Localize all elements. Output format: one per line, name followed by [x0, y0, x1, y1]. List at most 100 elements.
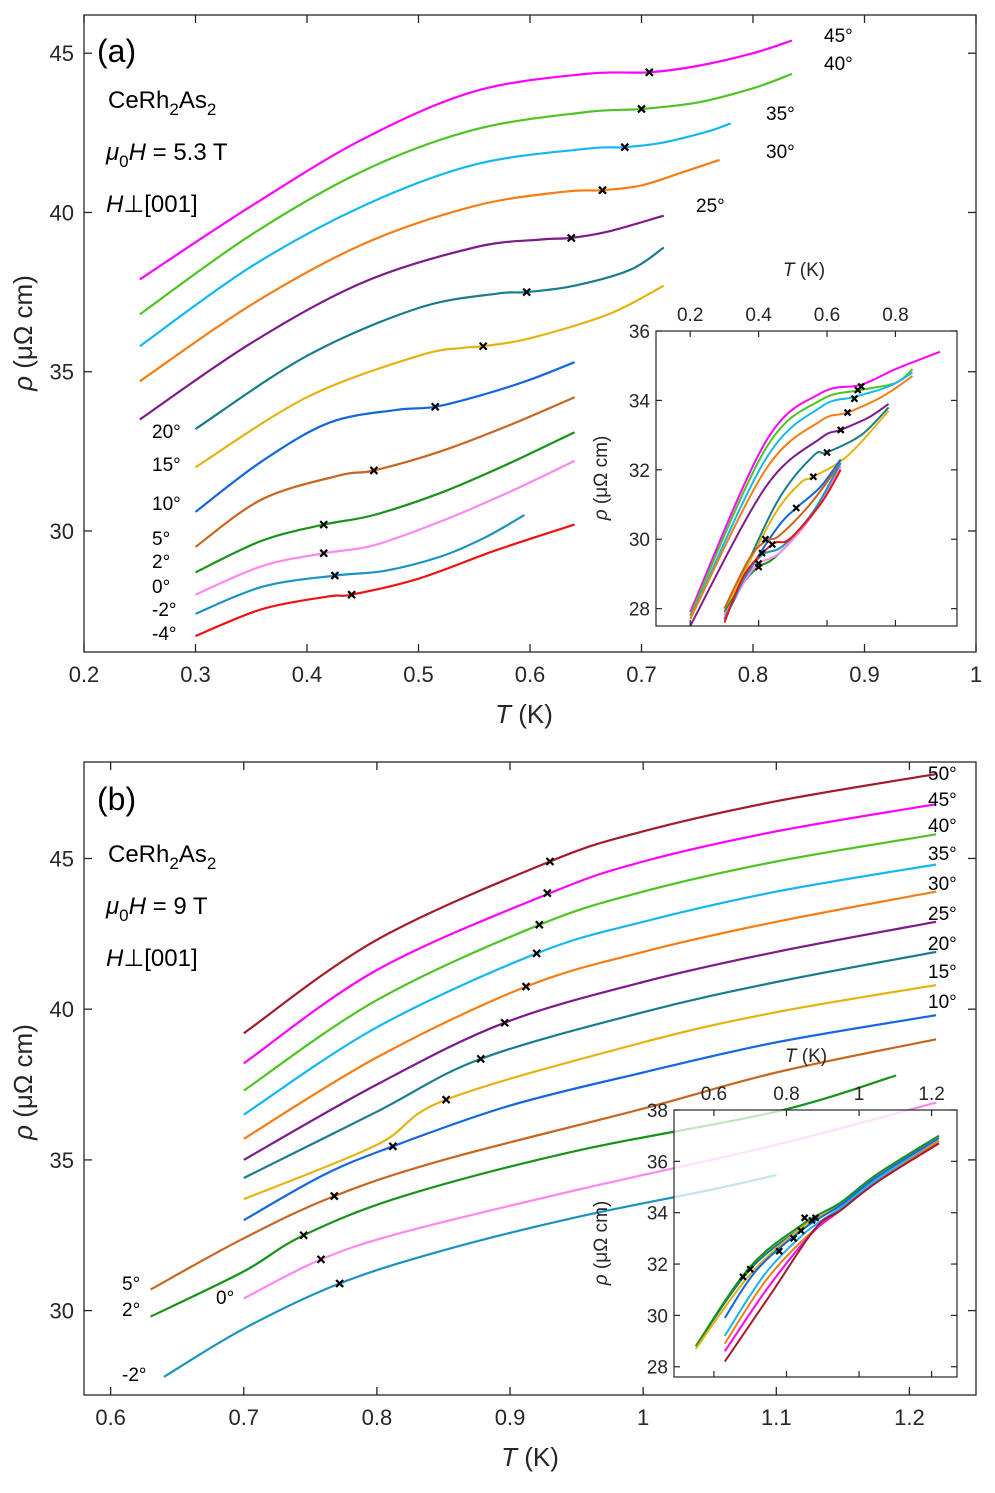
angle-label: 40°	[824, 54, 853, 75]
angle-label: 10°	[152, 494, 181, 515]
series-line	[139, 158, 720, 383]
x-tick-label: 0.9	[495, 1405, 526, 1430]
inset-y-axis-label: ρ (μΩ cm)	[591, 436, 612, 522]
inset-y-tick-label: 28	[629, 600, 650, 621]
x-tick-label: 0.6	[515, 662, 546, 687]
inset-frame	[673, 1109, 958, 1378]
text-span: (μΩ cm)	[8, 1024, 38, 1125]
text-span: CeRh	[108, 841, 169, 868]
x-tick-label: 0.8	[738, 662, 769, 687]
inset-y-tick-label: 34	[629, 391, 651, 412]
inset-series-line	[723, 462, 842, 620]
transition-marker	[299, 1230, 308, 1240]
inset-marker	[811, 1214, 820, 1222]
series-line	[139, 39, 793, 281]
series-line	[243, 833, 937, 1092]
series-line	[243, 863, 937, 1116]
inset-x-tick-label: 0.8	[773, 1084, 799, 1105]
series-line	[243, 984, 937, 1201]
transition-marker	[476, 1054, 486, 1064]
text-span: As	[179, 841, 207, 868]
transition-marker	[545, 857, 555, 866]
x-axis-label: T (K)	[495, 699, 553, 729]
transition-marker	[521, 982, 531, 991]
inset-marker	[800, 1214, 809, 1222]
text-span: ⊥[001]	[123, 191, 197, 218]
series-line	[195, 431, 576, 574]
x-tick-label: 0.6	[95, 1405, 126, 1430]
direction-label: H⊥[001]	[106, 191, 198, 218]
text-span: H	[106, 945, 124, 972]
series-line	[243, 803, 937, 1065]
x-tick-label: 0.8	[362, 1405, 393, 1430]
series-line	[194, 284, 665, 469]
inset-marker	[768, 540, 777, 549]
angle-label: 45°	[824, 26, 853, 47]
inset-x-tick-label: 0.6	[701, 1084, 727, 1105]
inset-series-line	[689, 375, 914, 620]
transition-marker	[319, 548, 329, 558]
transition-marker	[335, 1279, 344, 1288]
y-tick-label: 45	[50, 846, 74, 871]
y-tick-label: 30	[50, 519, 74, 544]
angle-label: 5°	[122, 1274, 140, 1295]
inset-y-tick-label: 30	[647, 1306, 668, 1327]
series-line	[195, 523, 575, 638]
x-tick-label: 0.9	[849, 662, 880, 687]
text-span: H	[129, 139, 147, 166]
compound-label: CeRh2As2	[108, 841, 216, 873]
text-span: (μΩ cm)	[591, 1201, 612, 1275]
text-span: (μΩ cm)	[8, 275, 38, 376]
transition-marker	[430, 402, 440, 412]
transition-marker	[543, 888, 552, 898]
panel-b: 0.6 0.7 0.8 0.9 1 1.1 1.2 30 35 40 45 T (K) ρ (μΩ cm…	[8, 761, 977, 1472]
angle-label: 5°	[152, 529, 170, 550]
inset-series-line	[689, 350, 941, 613]
inset-y-tick-label: 36	[629, 322, 650, 343]
panel-label: (a)	[97, 33, 136, 69]
text-span: As	[179, 87, 207, 114]
transition-marker	[316, 1255, 326, 1264]
inset-x-tick-label: 0.6	[814, 305, 840, 326]
x-tick-label: 1.2	[894, 1405, 925, 1430]
inset-x-tick-label: 1.2	[918, 1084, 944, 1105]
inset-marker	[843, 408, 852, 417]
transition-marker	[441, 1095, 451, 1104]
transition-marker	[522, 287, 531, 297]
inset-x-tick-label: 0.8	[882, 305, 908, 326]
inset-marker	[739, 1273, 747, 1281]
inset-y-axis-label: ρ (μΩ cm)	[591, 1201, 612, 1287]
text-span: (K)	[797, 1046, 828, 1067]
series-line	[243, 1014, 937, 1222]
text-span: T	[495, 699, 513, 729]
x-tick-label: 0.5	[403, 662, 434, 687]
angle-label: 15°	[928, 962, 957, 983]
y-tick-label: 35	[50, 1148, 74, 1173]
text-span: H	[129, 893, 147, 920]
y-axis-label: ρ (μΩ cm)	[8, 1024, 38, 1141]
panel-label: (b)	[97, 781, 136, 817]
angle-label: 2°	[122, 1300, 140, 1321]
text-span: (K)	[517, 1442, 559, 1472]
field-label: μ0H = 5.3 T	[105, 139, 228, 171]
x-tick-label: 0.3	[180, 662, 211, 687]
inset-series-line	[723, 1142, 940, 1363]
x-tick-label: 1.1	[761, 1405, 792, 1430]
inset-x-tick-label: 0.4	[745, 305, 772, 326]
transition-marker	[598, 185, 607, 195]
angle-label: 30°	[928, 874, 957, 895]
inset-marker	[746, 1265, 754, 1273]
inset-series-line	[689, 403, 890, 627]
series-line	[194, 396, 576, 548]
angle-label: 45°	[928, 790, 957, 811]
inset-marker	[761, 535, 770, 544]
text-span: 0	[119, 906, 128, 925]
inset-frame	[655, 330, 958, 627]
series-line	[139, 122, 732, 348]
direction-label: H⊥[001]	[106, 945, 198, 972]
text-span: (K)	[511, 699, 553, 729]
transition-marker	[535, 920, 544, 930]
text-span: = 5.3 T	[146, 139, 228, 166]
angle-label: 0°	[152, 577, 170, 598]
series-line	[243, 890, 937, 1140]
